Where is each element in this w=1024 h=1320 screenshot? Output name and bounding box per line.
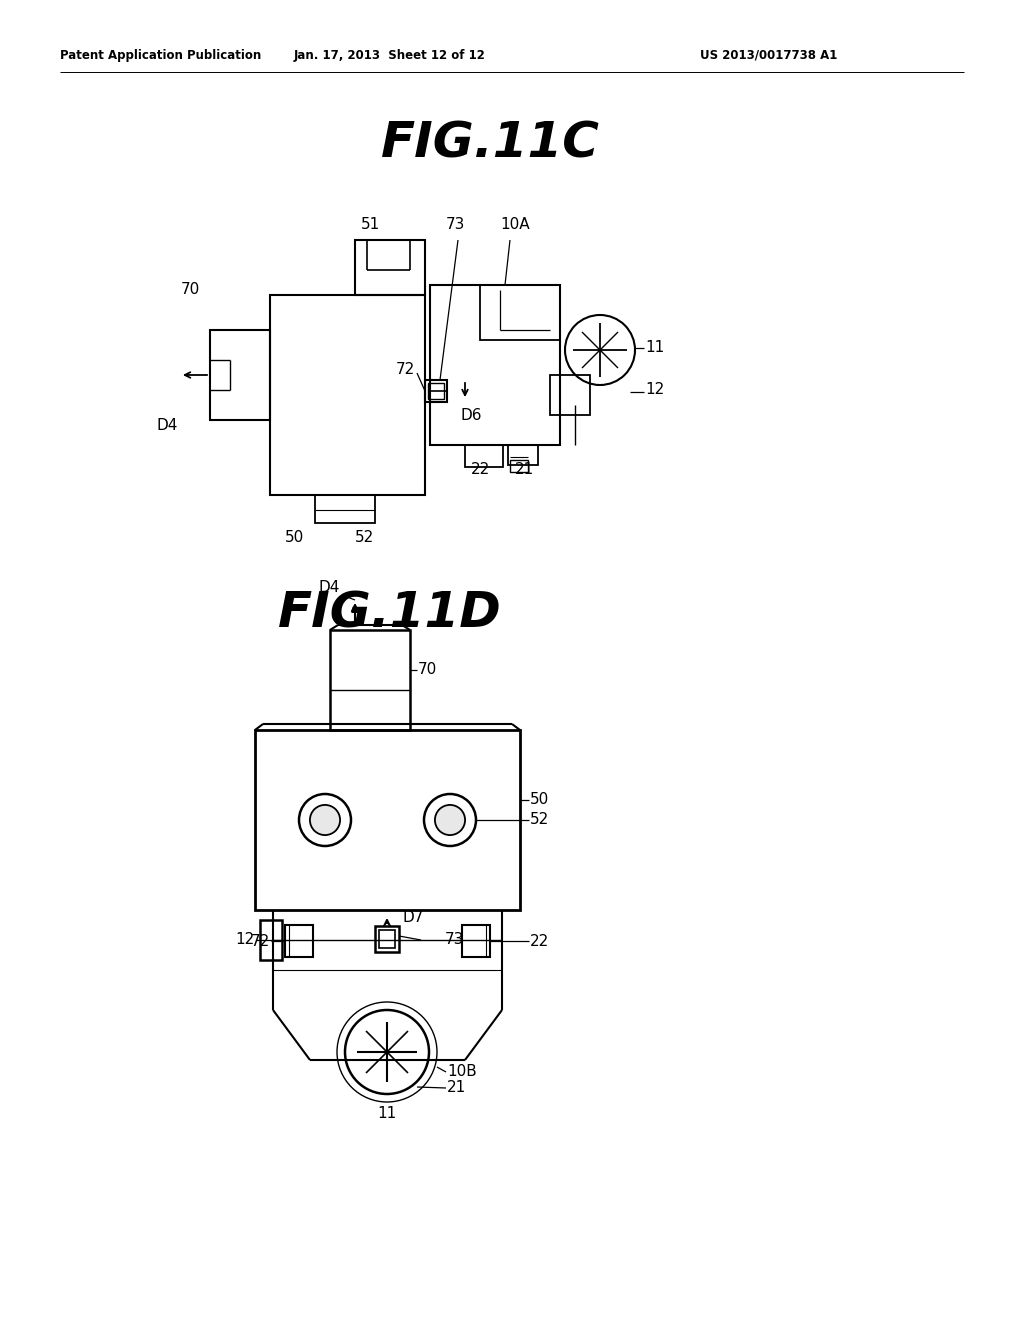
Text: D7: D7 [403,911,424,925]
Text: 12: 12 [236,932,255,948]
Bar [462,925,490,957]
Bar [315,495,375,523]
Text: 50: 50 [530,792,549,808]
Bar [480,285,560,341]
Text: Jan. 17, 2013  Sheet 12 of 12: Jan. 17, 2013 Sheet 12 of 12 [294,49,486,62]
Bar [330,630,410,730]
Bar [425,380,447,403]
Bar [510,459,528,473]
Text: 22: 22 [530,933,549,949]
Bar [255,730,520,909]
Text: 70: 70 [181,282,200,297]
Text: US 2013/0017738 A1: US 2013/0017738 A1 [700,49,838,62]
Text: 22: 22 [470,462,489,477]
Text: 11: 11 [645,341,665,355]
Text: 11: 11 [378,1106,396,1121]
Bar [270,294,425,495]
Circle shape [310,805,340,836]
Text: 52: 52 [355,531,375,545]
Text: 10B: 10B [447,1064,477,1080]
Bar [210,330,270,420]
Circle shape [435,805,465,836]
Bar [465,445,503,467]
Text: D6: D6 [460,408,481,422]
Bar [379,931,395,948]
Text: 73: 73 [445,216,465,232]
Text: 73: 73 [445,932,464,948]
Text: 10A: 10A [500,216,529,232]
Text: D4: D4 [318,581,340,595]
Bar [355,240,425,294]
Text: 12: 12 [645,383,665,397]
Text: FIG.11C: FIG.11C [381,120,599,168]
Text: 70: 70 [418,663,437,677]
Text: 50: 50 [286,531,304,545]
Text: D4: D4 [157,417,178,433]
Text: 52: 52 [530,813,549,828]
Bar [508,445,538,465]
Text: FIG.11D: FIG.11D [279,590,502,638]
Text: Patent Application Publication: Patent Application Publication [60,49,261,62]
Bar [428,383,444,399]
Bar [260,920,282,960]
Bar [550,375,590,414]
Text: 21: 21 [447,1081,466,1096]
Bar [285,925,313,957]
Bar [430,285,560,445]
Text: 21: 21 [515,462,535,477]
Text: 51: 51 [360,216,380,232]
Text: 72: 72 [395,363,415,378]
Bar [375,927,399,952]
Text: 72: 72 [251,933,270,949]
